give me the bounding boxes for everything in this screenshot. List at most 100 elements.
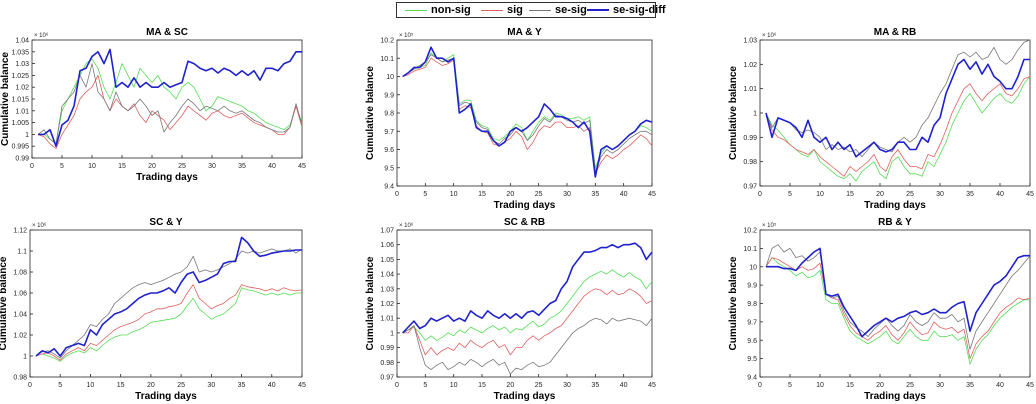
chart-panel-6: 0 5 10 15 20 25 30 35 40 45 9.4 9.5 9.6 9.7 9.8 9.9 10 10… [728,217,1034,402]
x-tick-label: 40 [268,163,276,170]
y-axis-multiplier: × 10⁵ [762,222,777,229]
series-line-sig [402,57,653,174]
chart-title: SC & RB [504,217,545,228]
y-tick-label: 9.5 [384,165,394,172]
y-tick-label: 9.7 [384,129,394,136]
y-tick-label: 1 [25,132,29,139]
x-tick-label: 35 [238,382,246,389]
x-tick-label: 10 [450,382,458,389]
x-tick-label: 25 [178,163,186,170]
x-tick-label: 35 [966,191,974,198]
plot-area [396,39,653,187]
y-tick-label: 9.7 [747,319,757,326]
series-line-non-sig [765,257,1030,365]
x-tick-label: 10 [450,191,458,198]
x-tick-label: 15 [117,382,125,389]
x-tick-label: 0 [28,382,32,389]
y-tick-label: 1 [753,111,757,118]
series-line-se-sig-diff [38,48,302,147]
series-line-non-sig [38,58,303,145]
y-tick-label: 9.9 [747,283,757,290]
y-axis-label: Cumulative balance [365,256,376,350]
y-tick-label: 1.07 [380,228,394,235]
series-line-se-sig [402,317,653,375]
plot-area [31,39,303,159]
legend-swatch-sig [481,9,503,11]
y-tick-label: 0.97 [380,375,394,382]
series-line-sig [37,75,303,150]
x-tick-label: 15 [478,191,486,198]
x-tick-label: 25 [535,191,543,198]
series-line-sig [402,288,653,356]
chart-panel-4: 0 5 10 15 20 25 30 35 40 45 0.98 1 1.02 1.04 1.06 1.08 1… [0,217,306,402]
x-tick-label: 25 [906,382,914,389]
legend: non-sig sig se-sig se-sig-diff [396,2,666,18]
chart-title: MA & RB [874,27,916,38]
y-tick-label: 1.03 [743,38,757,45]
plot-area [396,229,653,378]
y-axis-multiplier: × 10⁶ [399,222,414,229]
x-tick-label: 25 [906,191,914,198]
x-tick-label: 10 [87,382,95,389]
x-tick-label: 25 [177,382,185,389]
x-tick-label: 45 [1026,382,1034,389]
chart-panel-3: 0 5 10 15 20 25 30 35 40 45 0.97 0.98 0.99 1 1.01 1.02 1… [728,27,1034,211]
chart-panel-5: 0 5 10 15 20 25 30 35 40 45 0.97 0.98 0.99 1 1.01 1.02 1… [365,217,656,402]
x-tick-label: 30 [936,191,944,198]
x-axis-label: Trading days [136,172,198,183]
y-tick-label: 10 [386,74,394,81]
legend-swatch-se-sig [529,9,551,11]
legend-label-se-sig: se-sig [555,4,587,16]
chart-title: MA & Y [507,27,542,38]
y-tick-label: 0.99 [15,156,29,163]
x-tick-label: 0 [758,382,762,389]
plot-area [759,229,1031,378]
series-line-sig [765,76,1031,177]
x-tick-label: 35 [591,382,599,389]
x-tick-label: 45 [298,163,306,170]
legend-label-non-sig: non-sig [431,4,471,16]
x-tick-label: 40 [620,191,628,198]
y-axis-multiplier: × 10⁶ [34,32,49,39]
y-tick-label: 9.9 [384,92,394,99]
y-tick-label: 1.06 [13,291,27,298]
y-axis-label: Cumulative balance [0,52,11,146]
chart-title: RB & Y [878,217,912,228]
x-tick-label: 20 [506,191,514,198]
y-tick-label: 1.02 [380,301,394,308]
x-tick-label: 15 [478,382,486,389]
legend-item-se-sig-diff: se-sig-diff [587,3,666,17]
y-tick-label: 0.98 [13,375,27,382]
x-tick-label: 20 [876,382,884,389]
y-tick-label: 1.1 [17,249,27,256]
x-tick-label: 5 [58,382,62,389]
y-tick-label: 1.05 [380,257,394,264]
series-line-non-sig [402,269,653,341]
x-tick-label: 0 [395,382,399,389]
x-tick-label: 0 [395,191,399,198]
y-tick-label: 9.6 [384,147,394,154]
x-tick-label: 15 [846,191,854,198]
y-tick-label: 1.005 [11,120,29,127]
y-tick-label: 1.04 [380,272,394,279]
x-tick-label: 10 [816,382,824,389]
x-axis-label: Trading days [494,200,556,211]
chart-title: MA & SC [146,27,188,38]
legend-swatch-se-sig-diff [587,9,609,12]
series-line-non-sig [35,287,302,362]
x-tick-label: 15 [118,163,126,170]
series-line-se-sig-diff [765,58,1030,158]
x-tick-label: 30 [207,382,215,389]
y-tick-label: 0.98 [743,159,757,166]
x-tick-label: 40 [996,191,1004,198]
y-tick-label: 1.04 [13,312,27,319]
y-tick-label: 0.99 [743,135,757,142]
x-tick-label: 40 [996,382,1004,389]
legend-label-sig: sig [507,4,523,16]
y-tick-label: 9.8 [384,111,394,118]
y-axis-multiplier: × 10⁵ [399,32,414,39]
y-tick-label: 0.99 [380,345,394,352]
y-axis-label: Cumulative balance [365,66,376,160]
y-axis-multiplier: × 10⁶ [762,32,777,39]
y-tick-label: 1.12 [13,228,27,235]
